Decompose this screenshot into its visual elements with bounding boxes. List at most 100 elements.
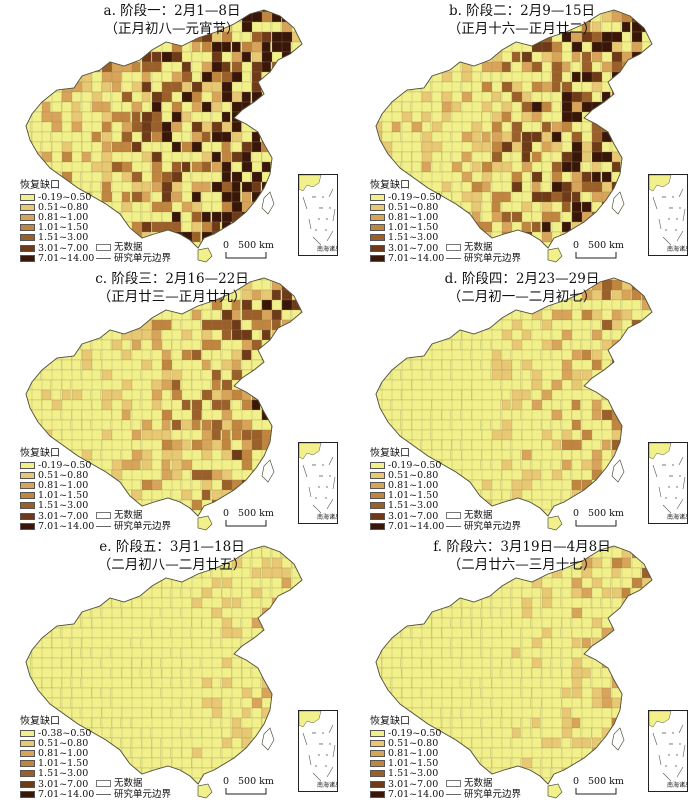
study-unit bbox=[161, 191, 172, 203]
study-unit bbox=[211, 151, 221, 163]
no-data-label: 无数据 bbox=[114, 510, 143, 521]
study-unit bbox=[221, 151, 232, 163]
study-unit bbox=[451, 449, 462, 461]
study-unit bbox=[251, 757, 264, 769]
study-unit bbox=[471, 151, 484, 163]
study-unit bbox=[281, 141, 293, 153]
study-unit bbox=[211, 339, 221, 351]
study-unit bbox=[141, 201, 151, 213]
study-unit bbox=[401, 379, 412, 391]
study-unit bbox=[532, 252, 542, 262]
study-unit bbox=[521, 61, 533, 73]
study-unit bbox=[261, 667, 272, 679]
study-unit bbox=[101, 81, 112, 93]
study-unit bbox=[12, 738, 20, 748]
study-unit bbox=[441, 141, 453, 153]
map-panel: d. 阶段四：2月23—29日 （二月初一—二月初七） 恢复缺口 -0.19~0.50… bbox=[352, 270, 692, 532]
study-unit bbox=[491, 211, 503, 223]
study-unit bbox=[232, 520, 242, 530]
study-unit bbox=[26, 419, 33, 431]
study-unit bbox=[51, 61, 64, 73]
study-unit bbox=[171, 241, 184, 248]
study-unit bbox=[111, 191, 123, 203]
hainan-island bbox=[197, 515, 213, 531]
study-unit bbox=[376, 577, 384, 589]
study-unit bbox=[101, 181, 111, 193]
study-unit bbox=[61, 389, 71, 401]
study-unit bbox=[41, 131, 51, 143]
study-unit bbox=[391, 101, 402, 113]
study-unit bbox=[12, 420, 24, 430]
study-unit bbox=[261, 379, 271, 391]
study-unit bbox=[151, 329, 162, 341]
study-unit bbox=[91, 309, 101, 321]
study-unit bbox=[231, 449, 243, 461]
study-unit bbox=[221, 429, 231, 441]
study-unit bbox=[151, 231, 164, 243]
study-unit bbox=[51, 151, 64, 163]
study-unit bbox=[111, 319, 121, 331]
panel-title-line1: d. 阶段四：2月23—29日 bbox=[444, 271, 600, 287]
study-unit bbox=[261, 439, 274, 451]
study-unit bbox=[261, 319, 272, 331]
study-unit bbox=[421, 577, 431, 589]
study-unit bbox=[601, 647, 612, 659]
study-unit bbox=[121, 737, 132, 749]
study-unit bbox=[261, 61, 271, 73]
study-unit bbox=[391, 399, 404, 411]
study-unit bbox=[161, 727, 173, 739]
study-unit bbox=[51, 587, 61, 599]
study-unit bbox=[111, 419, 123, 431]
study-unit bbox=[2, 638, 13, 648]
study-unit bbox=[131, 607, 144, 619]
study-unit bbox=[121, 419, 131, 431]
study-unit bbox=[421, 597, 434, 609]
study-unit bbox=[611, 131, 621, 143]
study-unit bbox=[591, 647, 604, 659]
study-unit bbox=[51, 71, 61, 83]
study-unit bbox=[481, 121, 494, 133]
study-unit bbox=[51, 389, 61, 401]
study-unit bbox=[461, 647, 474, 659]
study-unit bbox=[501, 677, 513, 689]
study-unit bbox=[81, 657, 93, 669]
study-unit bbox=[211, 389, 222, 401]
study-unit bbox=[441, 111, 451, 123]
study-unit bbox=[191, 221, 201, 233]
study-unit bbox=[201, 469, 213, 481]
study-unit bbox=[561, 91, 574, 103]
study-unit bbox=[211, 71, 222, 83]
study-unit bbox=[181, 101, 194, 113]
study-unit bbox=[531, 687, 543, 699]
study-unit bbox=[451, 637, 462, 649]
study-unit bbox=[581, 181, 593, 193]
study-unit bbox=[592, 530, 602, 532]
legend-title: 恢复缺口 bbox=[370, 448, 410, 459]
study-unit bbox=[521, 81, 533, 93]
study-unit bbox=[31, 319, 44, 331]
study-unit bbox=[471, 627, 481, 639]
study-unit bbox=[12, 588, 21, 598]
study-unit bbox=[521, 359, 534, 371]
study-unit bbox=[471, 657, 483, 669]
study-unit bbox=[376, 409, 382, 421]
study-unit bbox=[171, 449, 183, 461]
study-unit bbox=[391, 111, 403, 123]
study-unit bbox=[252, 530, 262, 532]
study-unit bbox=[251, 171, 263, 183]
study-unit bbox=[241, 707, 251, 719]
study-unit bbox=[26, 319, 32, 331]
study-unit bbox=[301, 577, 302, 589]
legend-swatch bbox=[370, 502, 385, 510]
study-unit bbox=[211, 231, 221, 243]
study-unit bbox=[461, 577, 474, 589]
study-unit bbox=[501, 399, 511, 411]
study-unit bbox=[141, 667, 151, 679]
study-unit bbox=[551, 339, 563, 351]
study-unit bbox=[521, 329, 531, 341]
legend-swatch bbox=[20, 729, 35, 737]
study-unit bbox=[231, 577, 242, 589]
study-unit bbox=[451, 319, 463, 331]
study-unit bbox=[376, 339, 381, 351]
study-unit bbox=[511, 181, 523, 193]
